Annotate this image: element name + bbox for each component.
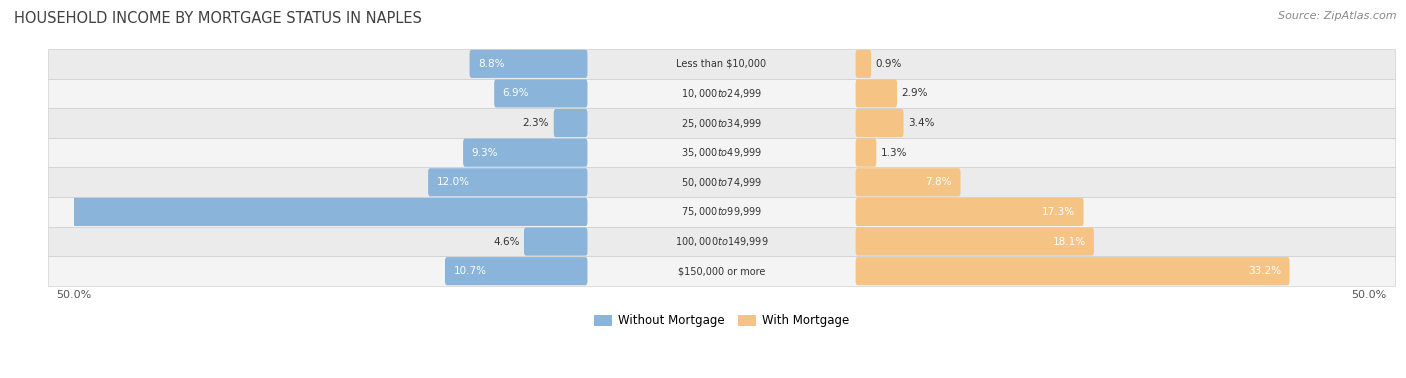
Legend: Without Mortgage, With Mortgage: Without Mortgage, With Mortgage [589, 310, 853, 332]
Text: 4.6%: 4.6% [494, 237, 519, 246]
Bar [48, 256, 1395, 286]
FancyBboxPatch shape [427, 168, 588, 197]
FancyBboxPatch shape [463, 139, 588, 167]
Bar [48, 49, 1395, 79]
Bar [48, 79, 1395, 108]
Bar [48, 197, 1395, 227]
Text: 8.8%: 8.8% [478, 59, 505, 69]
Text: 18.1%: 18.1% [1053, 237, 1085, 246]
Bar [48, 108, 1395, 138]
Text: 12.0%: 12.0% [436, 177, 470, 187]
FancyBboxPatch shape [554, 109, 588, 137]
Text: $10,000 to $24,999: $10,000 to $24,999 [681, 87, 762, 100]
FancyBboxPatch shape [856, 79, 897, 107]
FancyBboxPatch shape [0, 198, 588, 226]
FancyBboxPatch shape [856, 198, 1084, 226]
Text: 1.3%: 1.3% [880, 148, 907, 158]
Text: $25,000 to $34,999: $25,000 to $34,999 [681, 116, 762, 130]
FancyBboxPatch shape [856, 168, 960, 197]
FancyBboxPatch shape [856, 139, 876, 167]
Text: $150,000 or more: $150,000 or more [678, 266, 765, 276]
FancyBboxPatch shape [856, 228, 1094, 256]
Text: HOUSEHOLD INCOME BY MORTGAGE STATUS IN NAPLES: HOUSEHOLD INCOME BY MORTGAGE STATUS IN N… [14, 11, 422, 26]
Text: 33.2%: 33.2% [1249, 266, 1281, 276]
FancyBboxPatch shape [444, 257, 588, 285]
Text: Less than $10,000: Less than $10,000 [676, 59, 766, 69]
Text: 0.9%: 0.9% [876, 59, 903, 69]
Text: Source: ZipAtlas.com: Source: ZipAtlas.com [1278, 11, 1396, 21]
FancyBboxPatch shape [856, 109, 904, 137]
Text: 7.8%: 7.8% [925, 177, 952, 187]
Text: 2.3%: 2.3% [523, 118, 550, 128]
Text: $100,000 to $149,999: $100,000 to $149,999 [675, 235, 768, 248]
FancyBboxPatch shape [470, 50, 588, 78]
Text: $50,000 to $74,999: $50,000 to $74,999 [681, 176, 762, 189]
FancyBboxPatch shape [524, 228, 588, 256]
Text: 2.9%: 2.9% [901, 88, 928, 98]
Bar [48, 227, 1395, 256]
Text: 6.9%: 6.9% [502, 88, 529, 98]
Text: 9.3%: 9.3% [471, 148, 498, 158]
Bar [48, 167, 1395, 197]
Text: $35,000 to $49,999: $35,000 to $49,999 [681, 146, 762, 159]
Text: 17.3%: 17.3% [1042, 207, 1076, 217]
Text: 3.4%: 3.4% [908, 118, 935, 128]
FancyBboxPatch shape [494, 79, 588, 107]
Text: 10.7%: 10.7% [453, 266, 486, 276]
Text: $75,000 to $99,999: $75,000 to $99,999 [681, 205, 762, 218]
Bar [48, 138, 1395, 167]
Text: 45.4%: 45.4% [4, 207, 37, 217]
FancyBboxPatch shape [856, 257, 1289, 285]
FancyBboxPatch shape [856, 50, 872, 78]
